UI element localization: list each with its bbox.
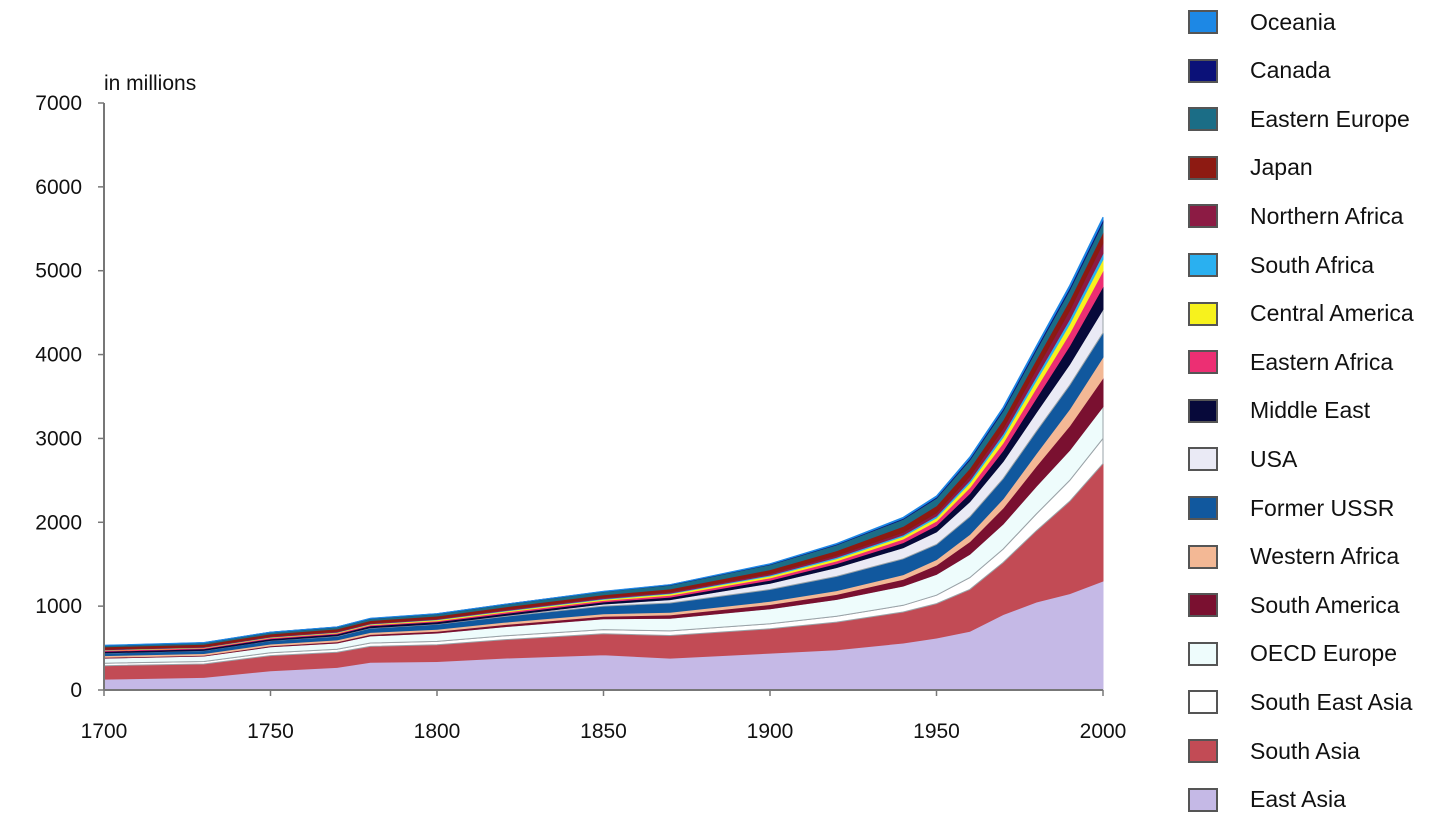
legend-item: Former USSR [1188, 488, 1394, 528]
x-tick-label: 2000 [1080, 720, 1127, 743]
y-tick-label: 0 [70, 679, 82, 702]
legend-label: USA [1250, 446, 1297, 473]
legend-item: Japan [1188, 148, 1313, 188]
x-tick-label: 1750 [247, 720, 294, 743]
y-tick-label: 1000 [35, 595, 82, 618]
legend-label: Eastern Africa [1250, 349, 1393, 376]
legend-item: Western Africa [1188, 537, 1399, 577]
legend-label: Northern Africa [1250, 203, 1403, 230]
legend-swatch [1188, 204, 1218, 228]
legend-label: South Asia [1250, 738, 1360, 765]
legend-label: Eastern Europe [1250, 106, 1410, 133]
legend-swatch [1188, 788, 1218, 812]
legend-item: Northern Africa [1188, 196, 1403, 236]
legend-label: Japan [1250, 154, 1313, 181]
legend-swatch [1188, 739, 1218, 763]
legend-swatch [1188, 59, 1218, 83]
legend-label: Canada [1250, 57, 1331, 84]
legend: Oceania Canada Eastern Europe Japan Northern… [1166, 0, 1441, 818]
legend-swatch [1188, 156, 1218, 180]
legend-item: South America [1188, 585, 1400, 625]
legend-swatch [1188, 350, 1218, 374]
x-tick-label: 1900 [747, 720, 794, 743]
legend-swatch [1188, 107, 1218, 131]
legend-item: South East Asia [1188, 682, 1412, 722]
legend-swatch [1188, 253, 1218, 277]
population-area-chart: 0 1000 2000 3000 4000 5000 6000 7000 1700 1750 18… [0, 0, 1160, 818]
legend-item: Canada [1188, 51, 1331, 91]
y-tick-label: 7000 [35, 92, 82, 115]
y-axis-ticks: 0 1000 2000 3000 4000 5000 6000 7000 [35, 92, 104, 702]
x-tick-label: 1700 [81, 720, 128, 743]
y-tick-label: 4000 [35, 344, 82, 367]
legend-item: East Asia [1188, 780, 1346, 820]
legend-item: OECD Europe [1188, 634, 1397, 674]
legend-item: Eastern Europe [1188, 99, 1410, 139]
x-tick-label: 1850 [580, 720, 627, 743]
legend-item: South Africa [1188, 245, 1374, 285]
legend-label: OECD Europe [1250, 640, 1397, 667]
legend-swatch [1188, 302, 1218, 326]
legend-swatch [1188, 593, 1218, 617]
legend-item: South Asia [1188, 731, 1360, 771]
legend-label: South Africa [1250, 252, 1374, 279]
legend-label: Middle East [1250, 397, 1370, 424]
legend-swatch [1188, 642, 1218, 666]
legend-swatch [1188, 10, 1218, 34]
y-tick-label: 6000 [35, 176, 82, 199]
legend-item: Middle East [1188, 391, 1370, 431]
legend-label: South America [1250, 592, 1400, 619]
legend-item: USA [1188, 439, 1297, 479]
unit-label: in millions [104, 72, 196, 95]
legend-label: East Asia [1250, 786, 1346, 813]
legend-item: Eastern Africa [1188, 342, 1393, 382]
legend-swatch [1188, 545, 1218, 569]
legend-label: Oceania [1250, 9, 1336, 36]
legend-label: Western Africa [1250, 543, 1399, 570]
y-tick-label: 2000 [35, 511, 82, 534]
legend-swatch [1188, 447, 1218, 471]
legend-item: Oceania [1188, 2, 1336, 42]
legend-item: Central America [1188, 294, 1414, 334]
x-tick-label: 1950 [913, 720, 960, 743]
legend-label: Central America [1250, 300, 1414, 327]
legend-label: Former USSR [1250, 495, 1394, 522]
x-axis-ticks: 1700 1750 1800 1850 1900 1950 2000 [81, 690, 1127, 743]
legend-swatch [1188, 399, 1218, 423]
area-layers [104, 217, 1103, 690]
y-tick-label: 5000 [35, 260, 82, 283]
legend-swatch [1188, 690, 1218, 714]
legend-label: South East Asia [1250, 689, 1412, 716]
legend-swatch [1188, 496, 1218, 520]
y-tick-label: 3000 [35, 427, 82, 450]
x-tick-label: 1800 [414, 720, 461, 743]
